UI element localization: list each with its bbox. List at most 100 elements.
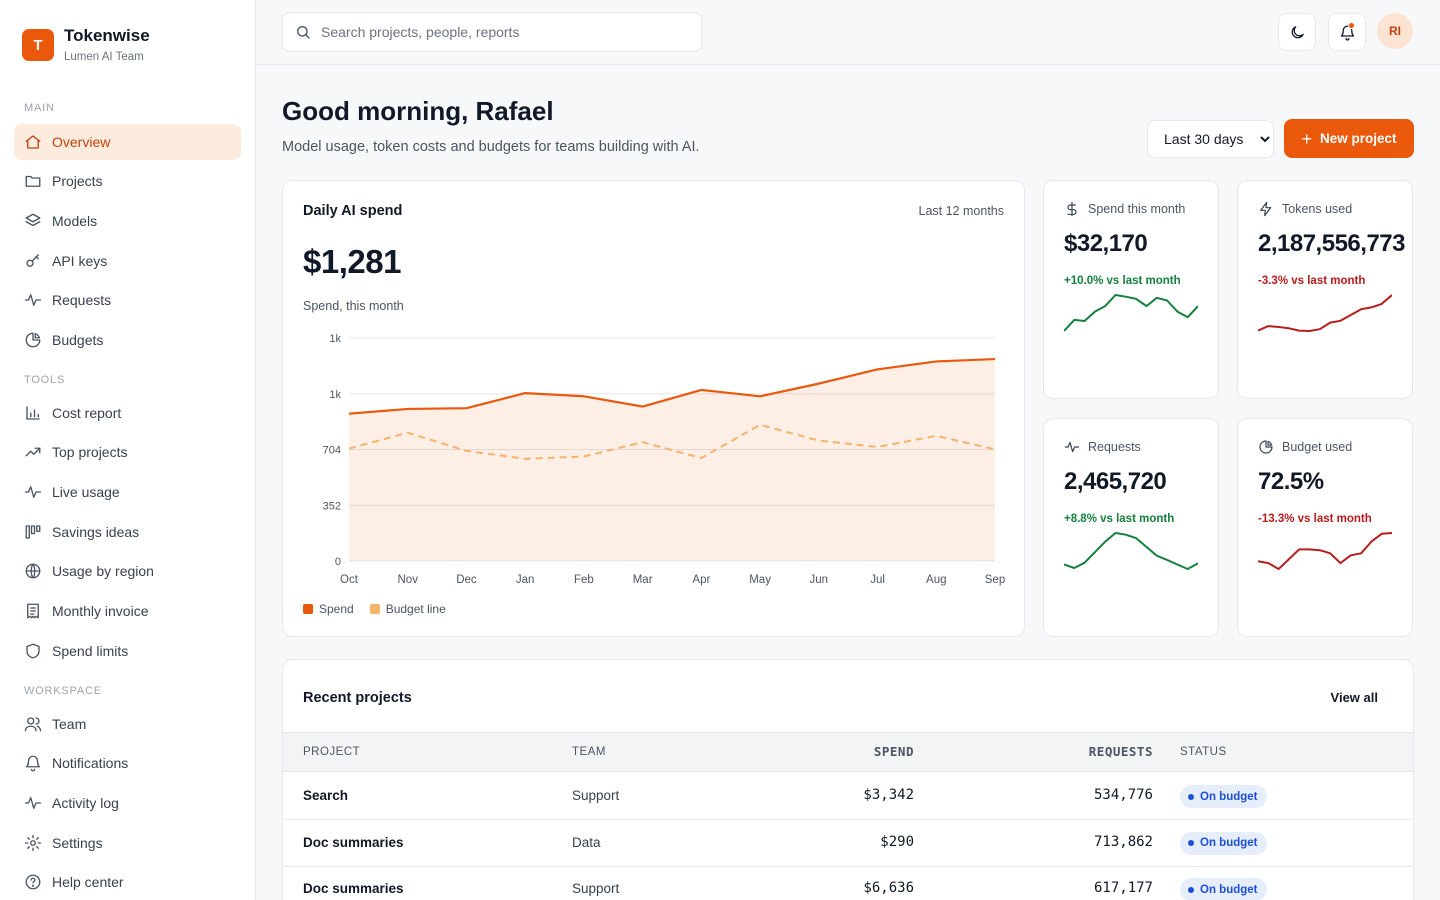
sidebar-item-help-center[interactable]: Help center bbox=[14, 864, 241, 900]
cell-project[interactable]: Doc summaries bbox=[303, 881, 404, 896]
nav-section-main: MAIN bbox=[24, 102, 55, 114]
page-title: Good morning, Rafael bbox=[282, 96, 554, 126]
search-box[interactable] bbox=[282, 12, 702, 52]
sidebar-item-label: Budgets bbox=[52, 332, 104, 348]
cell-spend: $3,342 bbox=[863, 787, 914, 803]
sidebar-item-api-keys[interactable]: API keys bbox=[14, 243, 241, 279]
sidebar-item-overview[interactable]: Overview bbox=[14, 124, 241, 160]
column-header-status[interactable]: STATUS bbox=[1180, 746, 1227, 758]
kpi-value: 2,465,720 bbox=[1064, 468, 1167, 495]
status-dot bbox=[1188, 840, 1194, 846]
kpi-card-tokens-used: Tokens used 2,187,556,773 -3.3% vs last mo… bbox=[1237, 180, 1413, 399]
kpi-value: 2,187,556,773 bbox=[1258, 230, 1405, 257]
legend-item[interactable]: Budget line bbox=[369, 602, 446, 616]
sidebar: T Tokenwise Lumen AI Team MAIN Overview P… bbox=[0, 0, 256, 900]
kpi-label: Budget used bbox=[1282, 440, 1353, 454]
recent-projects-title: Recent projects bbox=[303, 690, 412, 706]
trending-up-icon bbox=[25, 447, 41, 457]
kpi-delta: +10.0% vs last month bbox=[1064, 275, 1181, 287]
date-range-select[interactable]: Last 30 days bbox=[1147, 120, 1274, 158]
cell-project[interactable]: Doc summaries bbox=[303, 834, 404, 850]
column-header-project[interactable]: PROJECT bbox=[303, 746, 361, 758]
sidebar-item-label: Savings ideas bbox=[52, 524, 140, 540]
legend-label: Budget line bbox=[385, 602, 446, 616]
cell-team: Support bbox=[572, 881, 620, 896]
notification-dot bbox=[1348, 22, 1355, 29]
column-header-spend[interactable]: SPEND bbox=[873, 744, 914, 759]
sidebar-item-projects[interactable]: Projects bbox=[14, 163, 241, 199]
sidebar-item-monthly-invoice[interactable]: Monthly invoice bbox=[14, 593, 241, 629]
sidebar-item-spend-limits[interactable]: Spend limits bbox=[14, 633, 241, 669]
sidebar-item-top-projects[interactable]: Top projects bbox=[14, 434, 241, 470]
table-row[interactable]: Doc summaries Support $6,636 617,177 On budg… bbox=[283, 866, 1413, 900]
sidebar-item-label: Monthly invoice bbox=[52, 603, 149, 619]
brand-name: Tokenwise bbox=[64, 26, 150, 45]
topbar: RI bbox=[256, 0, 1440, 65]
table-row[interactable]: Search Support $3,342 534,776 On budget bbox=[283, 773, 1413, 820]
activity-icon bbox=[24, 486, 42, 498]
sidebar-item-label: Spend limits bbox=[52, 643, 129, 659]
series-line-budget-line bbox=[348, 423, 996, 460]
pie-icon bbox=[25, 332, 41, 348]
x-tick-label: May bbox=[749, 574, 771, 586]
kpi-sparkline bbox=[1064, 532, 1198, 570]
kpi-label: Tokens used bbox=[1282, 202, 1353, 216]
cell-team: Data bbox=[572, 834, 601, 850]
sidebar-item-models[interactable]: Models bbox=[14, 203, 241, 239]
activity-icon bbox=[24, 294, 42, 306]
sidebar-item-label: Team bbox=[52, 716, 87, 732]
chart-range: Last 12 months bbox=[918, 204, 1004, 218]
shield-icon bbox=[26, 643, 40, 659]
sparkline-path bbox=[1258, 294, 1392, 332]
y-tick-label: 1k bbox=[329, 389, 341, 401]
sidebar-item-activity-log[interactable]: Activity log bbox=[14, 785, 241, 821]
kpi-sparkline bbox=[1064, 294, 1198, 332]
cell-requests: 713,862 bbox=[1093, 833, 1153, 850]
sidebar-item-notifications[interactable]: Notifications bbox=[14, 745, 241, 781]
sidebar-item-requests[interactable]: Requests bbox=[14, 282, 241, 318]
sidebar-item-usage-by-region[interactable]: Usage by region bbox=[14, 553, 241, 589]
nav-section-workspace: WORKSPACE bbox=[24, 685, 102, 697]
dollar-icon bbox=[1067, 201, 1077, 217]
sidebar-item-team[interactable]: Team bbox=[14, 706, 241, 742]
column-header-requests[interactable]: REQUESTS bbox=[1088, 744, 1153, 759]
kpi-sparkline bbox=[1258, 294, 1392, 332]
brand[interactable]: T Tokenwise Lumen AI Team bbox=[22, 26, 150, 63]
sidebar-item-settings[interactable]: Settings bbox=[14, 825, 241, 861]
status-label: On budget bbox=[1200, 883, 1258, 896]
new-project-button[interactable]: + New project bbox=[1284, 119, 1414, 158]
sidebar-item-label: Cost report bbox=[52, 405, 122, 421]
spend-area bbox=[349, 359, 995, 561]
sidebar-item-budgets[interactable]: Budgets bbox=[14, 322, 241, 358]
table-row[interactable]: Doc summaries Data $290 713,862 On budget bbox=[283, 820, 1413, 867]
x-tick-label: Sep bbox=[985, 574, 1005, 586]
view-all-link[interactable]: View all bbox=[1330, 690, 1378, 705]
kpi-delta: -13.3% vs last month bbox=[1258, 513, 1372, 525]
status-badge: On budget bbox=[1180, 831, 1267, 855]
series-line-spend bbox=[348, 357, 996, 415]
cell-project[interactable]: Search bbox=[303, 788, 349, 803]
kpi-sparkline bbox=[1258, 532, 1392, 570]
theme-toggle-button[interactable] bbox=[1278, 13, 1316, 51]
y-tick-label: 1k bbox=[329, 333, 341, 345]
column-header-team[interactable]: TEAM bbox=[572, 746, 606, 758]
kpi-header: Tokens used bbox=[1258, 201, 1352, 217]
sidebar-item-savings-ideas[interactable]: Savings ideas bbox=[14, 514, 241, 550]
kpi-value: $32,170 bbox=[1064, 230, 1148, 257]
cell-spend: $6,636 bbox=[863, 880, 914, 896]
gear-icon bbox=[24, 834, 42, 852]
brand-team: Lumen AI Team bbox=[64, 51, 144, 63]
chart-caption: Spend, this month bbox=[303, 299, 404, 313]
sidebar-item-cost-report[interactable]: Cost report bbox=[14, 395, 241, 431]
avatar[interactable]: RI bbox=[1377, 13, 1413, 49]
kpi-label: Requests bbox=[1088, 440, 1141, 454]
x-tick-label: Jan bbox=[516, 574, 535, 586]
recent-projects-card: Recent projects View all PROJECT TEAM SP… bbox=[282, 659, 1414, 900]
notifications-button[interactable] bbox=[1328, 13, 1366, 51]
sparkline-path bbox=[1064, 532, 1198, 570]
sidebar-item-live-usage[interactable]: Live usage bbox=[14, 474, 241, 510]
sparkline-path bbox=[1258, 532, 1392, 570]
search-input[interactable] bbox=[321, 24, 681, 40]
chart-title: Daily AI spend bbox=[303, 203, 403, 219]
legend-item[interactable]: Spend bbox=[303, 602, 354, 616]
